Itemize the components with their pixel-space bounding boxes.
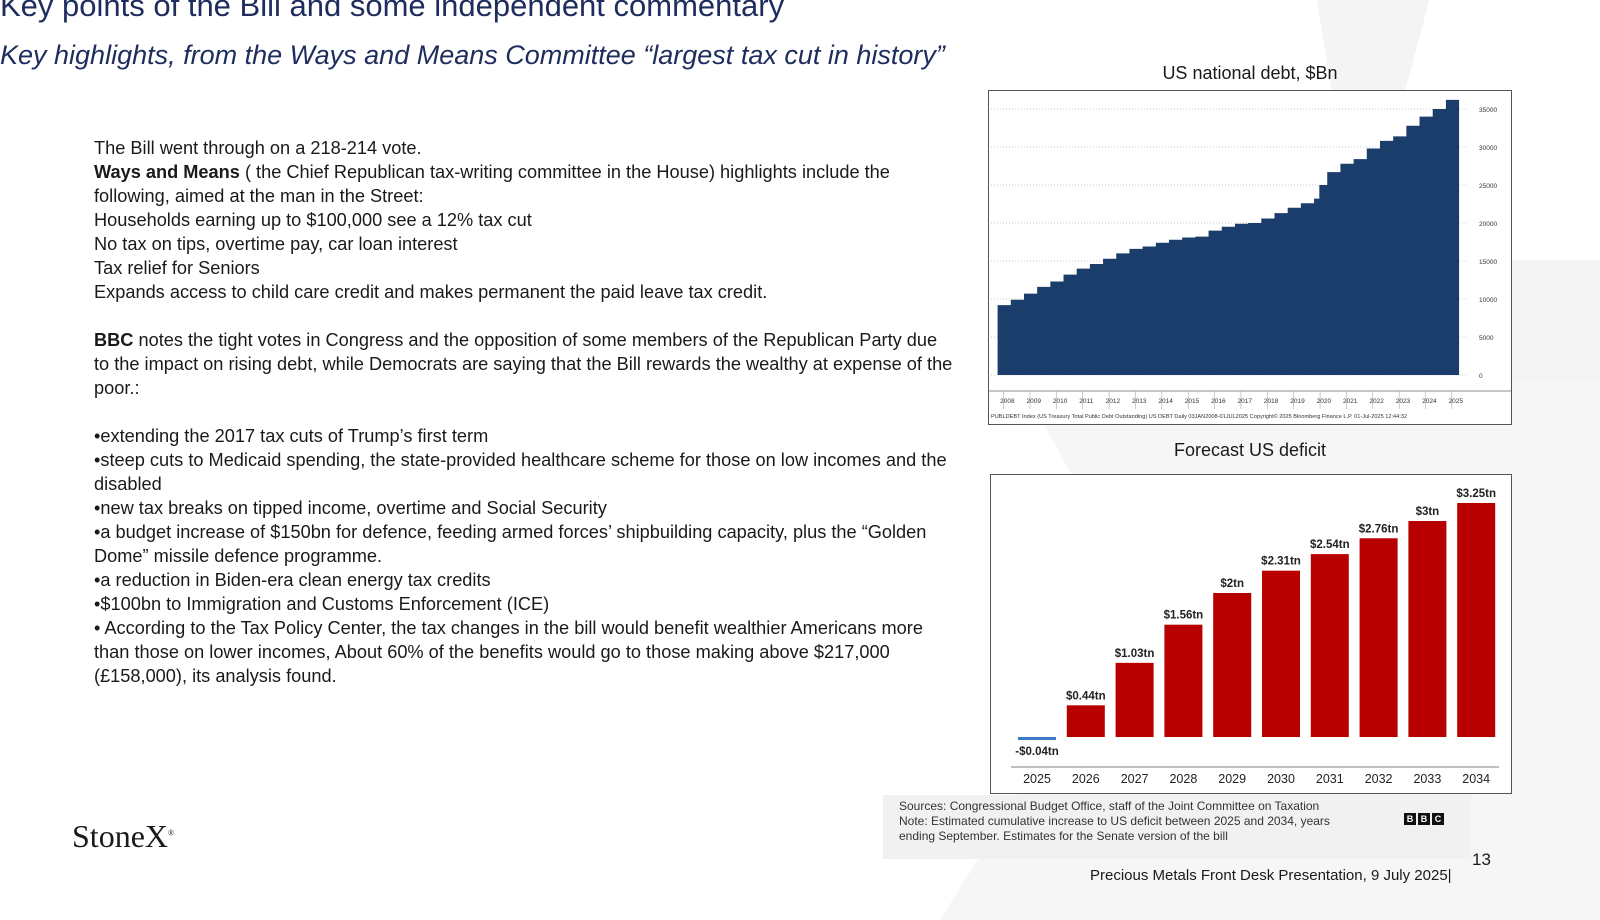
bullet-item: •$100bn to Immigration and Customs Enfor…: [94, 594, 550, 614]
bullet-item: •a reduction in Biden-era clean energy t…: [94, 570, 491, 590]
debt-source-line: PUBLDEBT Index (US Treasury Total Public…: [991, 413, 1407, 420]
debt-x-tick: 2023: [1396, 398, 1411, 405]
debt-y-tick: 20000: [1479, 221, 1497, 228]
bbc-paragraph: BBC notes the tight votes in Congress an…: [94, 328, 954, 400]
wm-item: Expands access to child care credit and …: [94, 282, 768, 302]
deficit-bar: [1408, 521, 1447, 737]
deficit-x-tick: 2033: [1413, 772, 1441, 786]
deficit-x-tick: 2027: [1121, 772, 1149, 786]
deficit-x-tick: 2029: [1218, 772, 1246, 786]
deficit-x-tick: 2025: [1023, 772, 1051, 786]
debt-x-tick: 2025: [1448, 398, 1463, 405]
bullet-item: •extending the 2017 tax cuts of Trump’s …: [94, 426, 489, 446]
bbc-logo: B B C: [1404, 813, 1444, 825]
deficit-x-tick: 2030: [1267, 772, 1295, 786]
footer-text: Precious Metals Front Desk Presentation,…: [1090, 867, 1452, 884]
deficit-bar: [1213, 593, 1252, 737]
ways-means-paragraph: Ways and Means ( the Chief Republican ta…: [94, 160, 954, 208]
deficit-x-tick: 2032: [1365, 772, 1393, 786]
bullet-item: •new tax breaks on tipped income, overti…: [94, 498, 607, 518]
debt-x-tick: 2024: [1422, 398, 1437, 405]
bullet-item: • According to the Tax Policy Center, th…: [94, 618, 923, 686]
debt-x-tick: 2015: [1185, 398, 1200, 405]
logo-mark: ®: [168, 828, 175, 838]
deficit-data-label: $2.31tn: [1261, 556, 1301, 568]
deficit-data-label: $1.03tn: [1115, 648, 1155, 660]
debt-x-tick: 2011: [1079, 398, 1093, 405]
deficit-bar-negative: [1018, 737, 1056, 740]
deficit-data-label: -$0.04tn: [1015, 746, 1058, 758]
debt-x-tick: 2018: [1264, 398, 1279, 405]
debt-x-tick: 2010: [1053, 398, 1068, 405]
deficit-bar: [1359, 538, 1398, 737]
debt-x-tick: 2022: [1369, 398, 1384, 405]
bullet-item: •a budget increase of $150bn for defence…: [94, 522, 927, 566]
page-number: 13: [1472, 850, 1491, 869]
debt-y-tick: 30000: [1479, 145, 1497, 152]
debt-chart-panel: 35000 30000 25000 20000 15000 10000 5000 0 2008 2…: [988, 90, 1512, 425]
debt-y-tick: 35000: [1479, 107, 1497, 114]
deficit-bar: [1066, 705, 1105, 737]
note-line: Note: Estimated cumulative increase to U…: [899, 814, 1330, 843]
deficit-bar: [1262, 570, 1300, 737]
debt-y-tick: 25000: [1479, 183, 1497, 190]
deficit-x-tick: 2026: [1072, 772, 1100, 786]
deficit-bar: [1164, 624, 1203, 737]
debt-x-tick: 2017: [1238, 398, 1253, 405]
body-text: The Bill went through on a 218-214 vote.…: [94, 136, 954, 688]
debt-x-tick: 2020: [1317, 398, 1332, 405]
page-title: Key points of the Bill and some independ…: [0, 0, 785, 23]
debt-x-tick: 2009: [1027, 398, 1042, 405]
deficit-chart-title: Forecast US deficit: [1173, 440, 1327, 460]
deficit-bar: [1457, 503, 1496, 737]
deficit-x-tick: 2028: [1169, 772, 1197, 786]
deficit-data-label: $2.54tn: [1310, 539, 1350, 551]
sources-text: Sources: Congressional Budget Office, st…: [899, 799, 1369, 844]
deficit-chart-panel: -$0.04tn 2025 $0.44tn 2026 $1.03tn 2027 $1.56t…: [990, 474, 1512, 794]
debt-x-tick: 2013: [1132, 398, 1147, 405]
deficit-data-label: $3tn: [1416, 506, 1440, 518]
debt-x-tick: 2019: [1290, 398, 1305, 405]
deficit-data-label: $2tn: [1220, 578, 1244, 590]
debt-y-tick: 15000: [1479, 259, 1497, 266]
deficit-data-label: $3.25tn: [1456, 488, 1496, 500]
deficit-bar: [1115, 662, 1154, 737]
wm-item: No tax on tips, overtime pay, car loan i…: [94, 234, 458, 254]
ways-means-rest: ( the Chief Republican tax-writing commi…: [94, 162, 890, 206]
deficit-data-label: $1.56tn: [1164, 610, 1204, 622]
debt-x-tick: 2021: [1343, 398, 1358, 405]
sources-line: Sources: Congressional Budget Office, st…: [899, 799, 1320, 813]
vote-line: The Bill went through on a 218-214 vote.: [94, 138, 422, 158]
wm-item: Households earning up to $100,000 see a …: [94, 210, 532, 230]
bbc-letter: C: [1432, 813, 1444, 825]
wm-item: Tax relief for Seniors: [94, 258, 260, 278]
ways-means-bold: Ways and Means: [94, 162, 240, 182]
sources-box: Sources: Congressional Budget Office, st…: [883, 795, 1471, 859]
debt-y-tick: 5000: [1479, 335, 1494, 342]
deficit-data-label: $2.76tn: [1359, 523, 1399, 535]
bbc-rest: notes the tight votes in Congress and th…: [94, 330, 953, 398]
deficit-x-tick: 2034: [1462, 772, 1490, 786]
logo-text: StoneX: [72, 818, 168, 854]
debt-y-tick: 10000: [1479, 297, 1497, 304]
debt-x-tick: 2012: [1106, 398, 1121, 405]
debt-x-tick: 2014: [1158, 398, 1173, 405]
debt-x-tick: 2008: [1000, 398, 1015, 405]
bbc-letter: B: [1418, 813, 1430, 825]
debt-area: [997, 99, 1460, 375]
debt-chart: 35000 30000 25000 20000 15000 10000 5000 0 2008 2…: [989, 99, 1511, 420]
stonex-logo: StoneX®: [72, 818, 174, 855]
deficit-x-tick: 2031: [1316, 772, 1344, 786]
bbc-bold: BBC: [94, 330, 134, 350]
debt-y-tick: 0: [1479, 373, 1483, 380]
debt-chart-title: US national debt, $Bn: [1162, 63, 1338, 83]
debt-x-tick: 2016: [1211, 398, 1226, 405]
bullet-item: •steep cuts to Medicaid spending, the st…: [94, 450, 947, 494]
deficit-bar: [1310, 554, 1349, 737]
page-subtitle: Key highlights, from the Ways and Means …: [0, 40, 945, 70]
deficit-chart: -$0.04tn 2025 $0.44tn 2026 $1.03tn 2027 $1.56t…: [1011, 488, 1499, 786]
bbc-letter: B: [1404, 813, 1416, 825]
deficit-data-label: $0.44tn: [1066, 690, 1106, 702]
